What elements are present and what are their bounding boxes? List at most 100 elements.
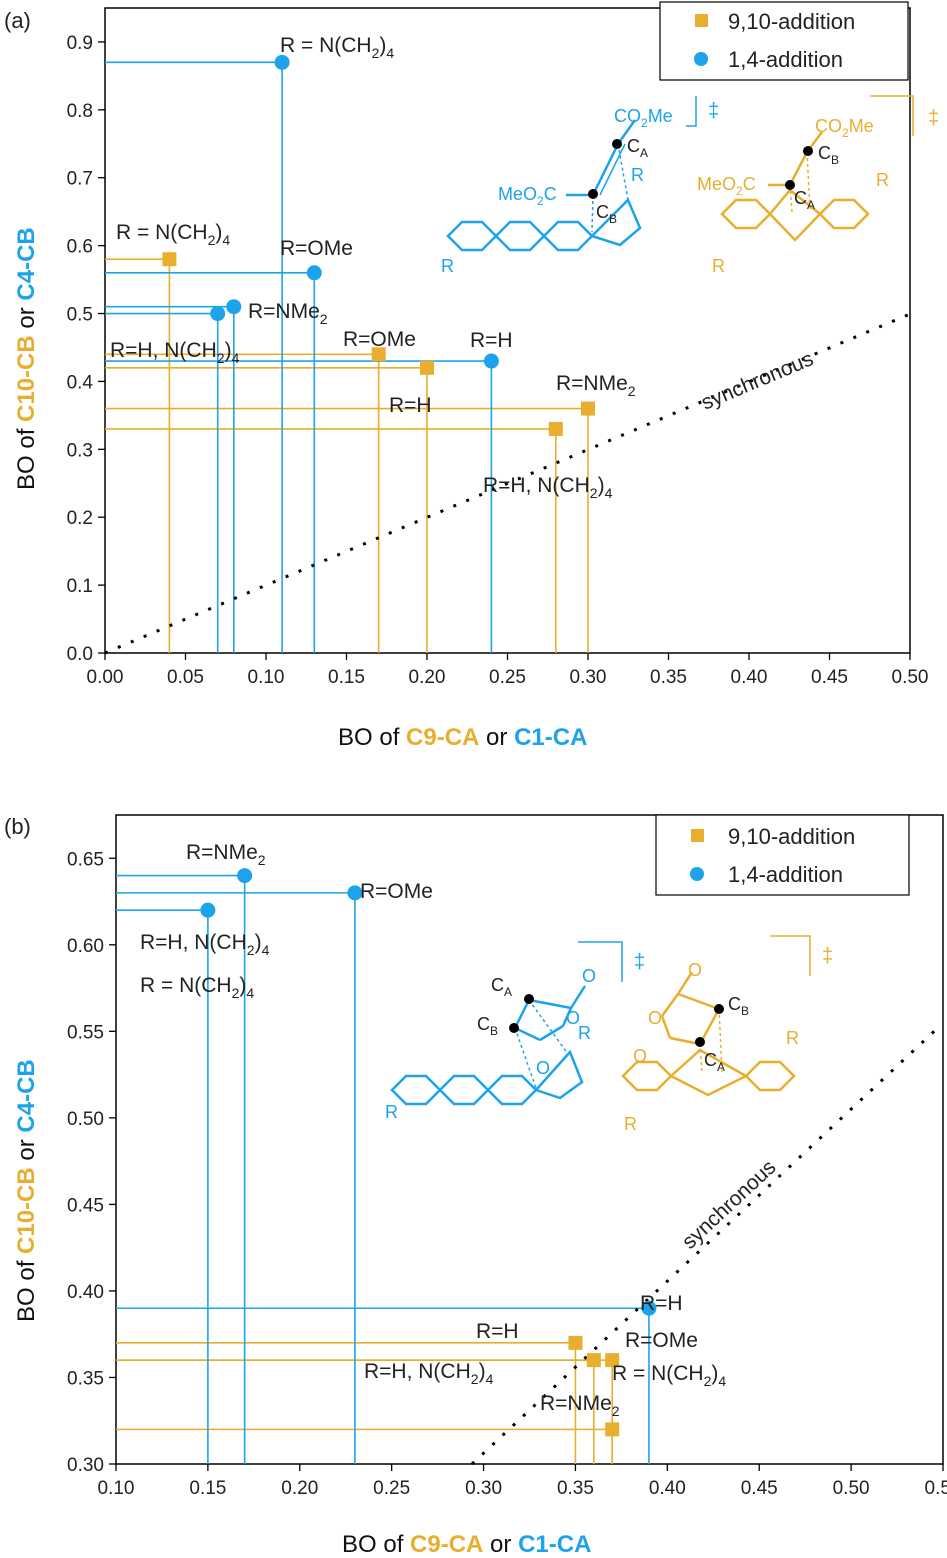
data-point-square (581, 401, 595, 416)
annotation: R=NMe2 (186, 841, 266, 868)
atom-dot (524, 994, 534, 1004)
panel-b-y-axis-label: BO of C10-CB or C4-CB (13, 1059, 40, 1322)
data-point-square (605, 1353, 620, 1368)
svg-text:O: O (536, 1058, 550, 1078)
svg-text:CA: CA (627, 136, 648, 160)
atom-dot (588, 189, 598, 199)
x-tick-label: 0.40 (731, 667, 768, 688)
y-tick-label: 0.45 (67, 1195, 104, 1216)
svg-text:O: O (633, 1046, 647, 1066)
annotation: R=H (640, 1292, 683, 1315)
annotation: R=H (389, 394, 432, 417)
y-tick-label: 0.40 (67, 1282, 104, 1303)
svg-text:CO2Me: CO2Me (614, 106, 673, 130)
svg-text:CB: CB (728, 994, 749, 1018)
y-tick-label: 0.9 (67, 33, 93, 54)
y-tick-label: 0.8 (67, 101, 93, 122)
svg-text:O: O (648, 1008, 662, 1028)
legend-entry: 9,10-addition (728, 824, 855, 849)
svg-text:CB: CB (596, 202, 617, 226)
data-point-square (586, 1353, 601, 1368)
x-tick-label: 0.35 (650, 667, 687, 688)
data-point-square (568, 1335, 583, 1350)
annotation: R=OMe (625, 1329, 698, 1352)
x-tick-label: 0.55 (925, 1478, 947, 1499)
x-tick-label: 0.15 (328, 667, 365, 688)
y-tick-label: 0.65 (67, 849, 104, 870)
panel-b-ticks: 0.10 0.15 0.20 0.25 0.30 0.35 0.40 0.45 0.50 0.55… (67, 849, 947, 1499)
x-tick-label: 0.20 (281, 1478, 318, 1499)
svg-text:CB: CB (477, 1014, 498, 1038)
data-point-circle (226, 299, 242, 315)
panel-a-ticks: 0.00 0.05 0.10 0.15 0.20 0.25 0.30 0.35 0.40 0.45… (67, 33, 929, 688)
annotation: R=OMe (343, 328, 416, 351)
y-tick-label: 0.2 (67, 508, 93, 529)
annotation: R=H (470, 329, 513, 352)
panel-b-legend: 9,10-addition 1,4-addition (655, 814, 910, 896)
y-tick-label: 0.50 (67, 1109, 104, 1130)
x-tick-label: 0.05 (167, 667, 204, 688)
svg-text:‡: ‡ (928, 107, 939, 129)
atom-dot (785, 180, 795, 190)
y-tick-label: 0.7 (67, 169, 93, 190)
data-point-circle (210, 306, 226, 322)
panel-a-label: (a) (4, 8, 31, 33)
data-point-circle (347, 885, 363, 901)
x-tick-label: 0.50 (892, 667, 929, 688)
panel-b-points (200, 868, 657, 1437)
svg-text:R: R (624, 1114, 637, 1134)
annotation: R=OMe (360, 880, 433, 903)
x-tick-label: 0.25 (489, 667, 526, 688)
x-tick-label: 0.45 (811, 667, 848, 688)
atom-dot (695, 1037, 705, 1047)
svg-text:‡: ‡ (708, 100, 719, 122)
legend-circle-marker (694, 52, 708, 66)
panel-a-x-axis-label: BO of C9-CA or C1-CA (338, 724, 587, 751)
data-point-circle (237, 868, 253, 884)
x-tick-label: 0.50 (833, 1478, 870, 1499)
data-point-square (162, 252, 177, 267)
panel-b-structure-labels-blue: CA CB O O O R R ‡ (385, 951, 645, 1122)
panel-b-x-axis-label: BO of C9-CA or C1-CA (342, 1531, 591, 1558)
panel-b-synchronous-label: synchronous (678, 1156, 781, 1254)
panel-a-synchronous-label: synchronous (698, 347, 817, 414)
x-tick-label: 0.30 (570, 667, 607, 688)
panel-a: (a) 0.00 0.05 0.10 0.15 0.20 0.25 0.30 0.35 0.40… (4, 1, 939, 751)
panel-a-structure-labels-orange: CO2Me MeO2C CB CA R R ‡ (697, 107, 939, 276)
atom-dot (803, 146, 813, 156)
annotation: R=H, N(CH2)4 (364, 1360, 494, 1387)
svg-text:O: O (566, 1008, 580, 1028)
legend-square-marker (691, 829, 704, 842)
data-point-square (420, 360, 434, 375)
data-point-circle (641, 1300, 657, 1316)
annotation: R=H, N(CH2)4 (140, 931, 270, 958)
x-tick-label: 0.35 (557, 1478, 594, 1499)
data-point-circle (306, 265, 322, 281)
panel-b-label: (b) (4, 814, 31, 839)
data-point-circle (200, 902, 216, 918)
svg-text:MeO2C: MeO2C (498, 184, 557, 208)
y-tick-label: 0.35 (67, 1368, 104, 1389)
legend-entry: 1,4-addition (728, 862, 843, 887)
panel-a-y-axis-label: BO of C10-CB or C4-CB (13, 227, 40, 490)
data-point-square (548, 421, 563, 436)
svg-text:CA: CA (491, 975, 512, 999)
annotation: R=OMe (280, 237, 353, 260)
svg-text:O: O (688, 960, 702, 980)
svg-text:O: O (582, 966, 596, 986)
x-tick-label: 0.30 (465, 1478, 502, 1499)
x-tick-label: 0.40 (649, 1478, 686, 1499)
panel-a-transition-state-orange (720, 95, 914, 242)
panel-b-projection-lines (116, 874, 650, 1464)
svg-text:R: R (712, 256, 725, 276)
y-tick-label: 0.4 (67, 372, 94, 393)
y-tick-label: 0.0 (67, 644, 93, 665)
svg-text:CA: CA (794, 188, 815, 212)
panel-b-transition-state-blue (390, 941, 623, 1106)
y-tick-label: 0.55 (67, 1022, 104, 1043)
x-tick-label: 0.10 (248, 667, 285, 688)
x-tick-label: 0.10 (98, 1478, 135, 1499)
svg-text:‡: ‡ (822, 945, 833, 967)
annotation: R = N(CH2)4 (140, 974, 254, 1001)
